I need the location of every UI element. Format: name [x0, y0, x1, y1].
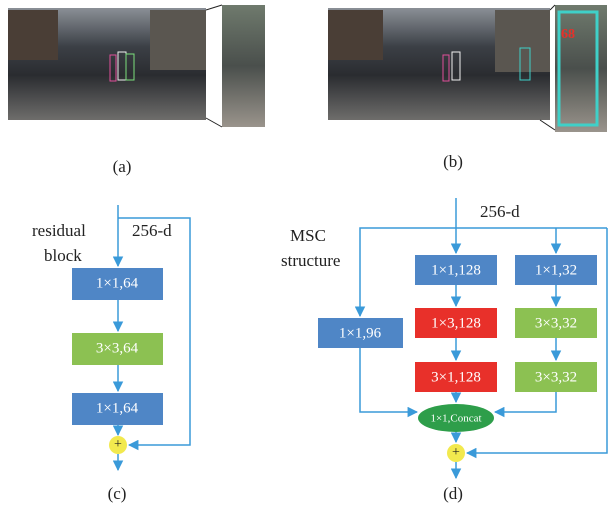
conv-box: 1×3,128	[431, 315, 481, 331]
conv-box: 1×1,64	[96, 275, 139, 291]
conv-box: 1×1,96	[339, 325, 382, 341]
conv-box: 1×1,128	[431, 262, 481, 278]
sum: +	[452, 445, 460, 460]
conv-box: 3×3,32	[535, 315, 577, 331]
block-title: residual	[32, 221, 86, 240]
conv-box: 3×3,32	[535, 369, 577, 385]
panel-label: (d)	[443, 484, 463, 503]
panel-label: (c)	[108, 484, 127, 503]
conv-box: 3×1,128	[431, 369, 481, 385]
block-title: MSC	[290, 226, 326, 245]
concat: 1×1,Concat	[430, 413, 481, 425]
conv-box: 1×1,64	[96, 400, 139, 416]
conv-box: 3×3,64	[96, 340, 139, 356]
panel-label: (a)	[113, 157, 132, 176]
sum: +	[114, 437, 122, 452]
residual-diagram	[72, 205, 190, 470]
block-title: structure	[281, 251, 340, 270]
input-dim: 256-d	[480, 202, 520, 221]
photo-b	[328, 5, 607, 132]
conv-box: 1×1,32	[535, 262, 577, 278]
input-dim: 256-d	[132, 221, 172, 240]
panel-label: (b)	[443, 152, 463, 171]
track-id: 68	[561, 27, 575, 42]
figure: (a) 68 (b) residual block 256-d 1×1,64 3…	[0, 0, 609, 513]
block-title: block	[44, 246, 82, 265]
photo-a	[8, 5, 265, 127]
